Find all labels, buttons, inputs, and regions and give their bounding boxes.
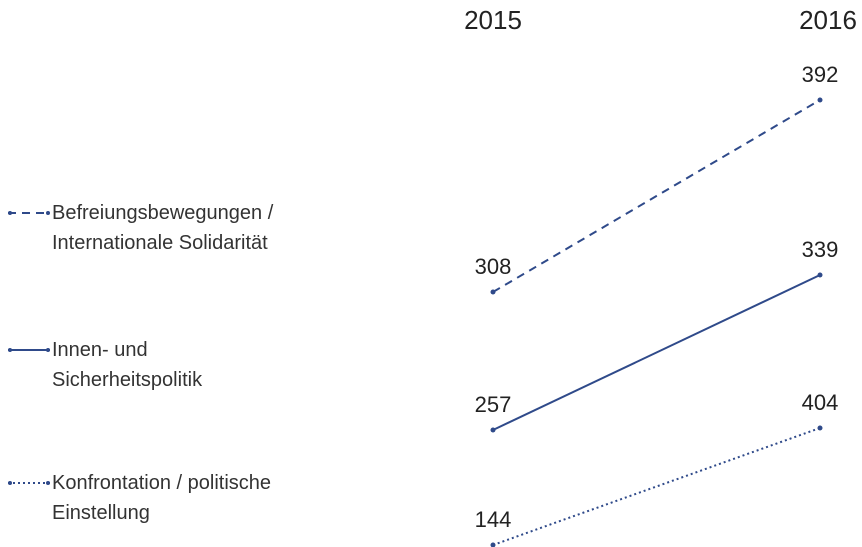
point bbox=[817, 97, 823, 103]
point bbox=[490, 542, 496, 547]
slope-line bbox=[492, 274, 821, 431]
legend-label: Befreiungsbewegungen / Internationale So… bbox=[52, 202, 274, 254]
point bbox=[490, 289, 496, 295]
point bbox=[817, 272, 823, 278]
year-label: 2015 bbox=[464, 5, 522, 35]
value-label: 339 bbox=[802, 237, 839, 262]
legend-dot bbox=[46, 348, 50, 352]
value-label: 404 bbox=[802, 390, 839, 415]
legend-dot bbox=[8, 211, 12, 215]
point bbox=[817, 425, 823, 431]
value-label: 308 bbox=[475, 254, 512, 279]
value-label: 144 bbox=[475, 507, 512, 532]
legend-dot bbox=[46, 481, 50, 485]
slope-line bbox=[492, 99, 821, 293]
value-label: 392 bbox=[802, 62, 839, 87]
point bbox=[490, 427, 496, 433]
slope-line bbox=[492, 427, 821, 546]
legend-dot bbox=[46, 211, 50, 215]
legend-dot bbox=[8, 481, 12, 485]
legend-dot bbox=[8, 348, 12, 352]
year-label: 2016 bbox=[799, 5, 857, 35]
value-label: 257 bbox=[475, 392, 512, 417]
legend-label: Innen- und Sicherheitspolitik bbox=[52, 339, 203, 391]
legend-label: Konfrontation / politische Einstellung bbox=[52, 472, 272, 524]
